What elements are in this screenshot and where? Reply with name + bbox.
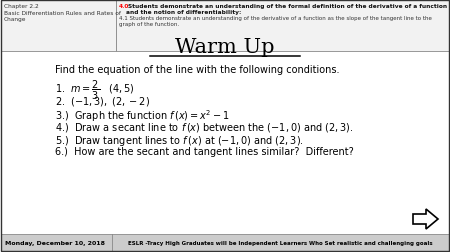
Text: 6.)  How are the secant and tangent lines similar?  Different?: 6.) How are the secant and tangent lines… (55, 146, 354, 156)
Bar (1, 1, 116, 52)
Polygon shape (413, 209, 438, 229)
Text: 3.)  Graph the function $f\,(x) = x^2-1$: 3.) Graph the function $f\,(x) = x^2-1$ (55, 108, 230, 123)
Text: Warm Up: Warm Up (175, 38, 275, 57)
Bar (1, 234, 449, 251)
Text: 5.)  Draw tangent lines to $f\,(x)$ at $(-1,0)$ and $(2,3)$.: 5.) Draw tangent lines to $f\,(x)$ at $(… (55, 134, 304, 147)
Text: 4.1 Students demonstrate an understanding of the derivative of a function as the: 4.1 Students demonstrate an understandin… (119, 16, 432, 27)
Text: 2.  $(-1,3),\ (2,-2)$: 2. $(-1,3),\ (2,-2)$ (55, 94, 150, 108)
Text: 1.  $m = \dfrac{2}{3}$   $(4,5)$: 1. $m = \dfrac{2}{3}$ $(4,5)$ (55, 79, 135, 102)
Text: 4.)  Draw a secant line to $f\,(x)$ between the $(-1,0)$ and $(2,3)$.: 4.) Draw a secant line to $f\,(x)$ betwe… (55, 120, 354, 134)
Text: Find the equation of the line with the following conditions.: Find the equation of the line with the f… (55, 65, 339, 75)
Bar (116, 1, 449, 52)
Text: Monday, December 10, 2018: Monday, December 10, 2018 (5, 240, 105, 245)
Text: 4.0: 4.0 (119, 4, 130, 9)
Text: Chapter 2.2
Basic Differentiation Rules and Rates of
Change: Chapter 2.2 Basic Differentiation Rules … (4, 4, 121, 22)
Text: Students demonstrate an understanding of the formal definition of the derivative: Students demonstrate an understanding of… (126, 4, 450, 15)
Text: ESLR -Tracy High Graduates will be Independent Learners Who Set realistic and ch: ESLR -Tracy High Graduates will be Indep… (128, 240, 432, 245)
